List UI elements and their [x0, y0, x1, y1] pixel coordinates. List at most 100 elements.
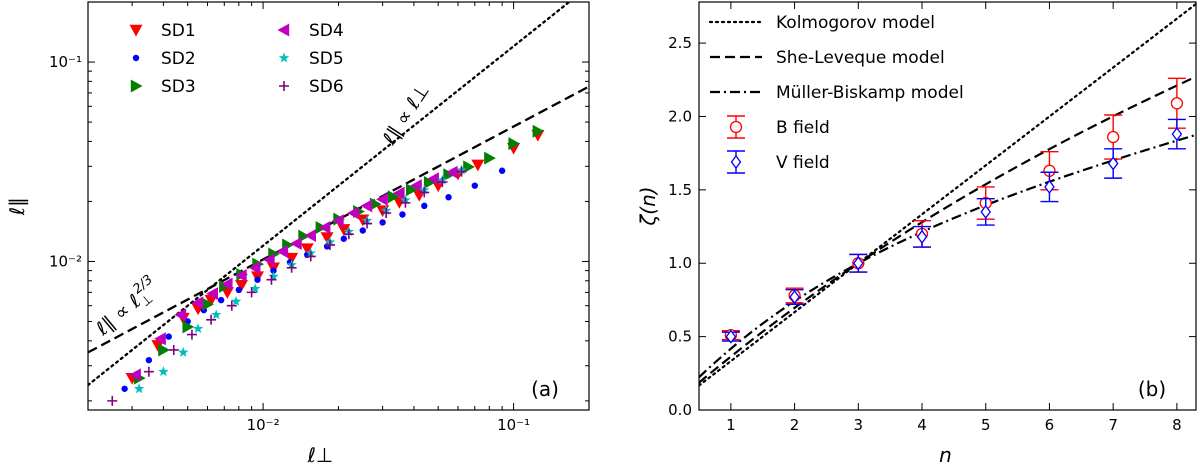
x-tick-label: 5	[981, 416, 991, 434]
point-SD4	[191, 296, 204, 310]
series-SD5	[133, 164, 467, 394]
point-SD6	[305, 251, 316, 262]
point-SD1	[320, 232, 334, 244]
point-SD3	[508, 137, 521, 151]
x-tick-label: 3	[854, 416, 864, 434]
point-SD3	[369, 197, 382, 211]
point-V-field	[725, 329, 737, 344]
point-SD3	[484, 151, 496, 165]
y-tick-label: 2.0	[668, 107, 692, 125]
point-SD6	[325, 239, 336, 250]
series-SD6	[107, 166, 467, 406]
model-curve-dashed	[699, 75, 1196, 384]
plot-frame-a	[87, 1, 590, 411]
point-SD2	[340, 235, 348, 242]
point-SD4	[276, 245, 289, 259]
point-SD3	[423, 175, 436, 189]
y-tick-label: 1.5	[668, 181, 692, 199]
legend-marker-SD6	[279, 81, 289, 91]
point-SD6	[381, 208, 392, 219]
legend-label-dotted: Kolmogorov model	[776, 13, 935, 33]
point-SD6	[456, 166, 467, 177]
point-SD3	[219, 279, 231, 293]
point-SD4	[129, 368, 141, 382]
point-V-field	[916, 229, 928, 244]
point-SD3	[202, 297, 215, 311]
point-SD4	[262, 253, 275, 267]
legend-marker-SD1	[129, 24, 143, 37]
x-tick-label: 4	[917, 416, 927, 434]
y-axis-label: ζ(n)	[636, 186, 660, 226]
series-V-field	[721, 118, 1186, 344]
point-SD6	[226, 300, 237, 311]
point-SD4	[235, 269, 247, 283]
point-B-field	[1107, 130, 1120, 144]
point-V-field	[980, 204, 992, 219]
legend-label-SD1: SD1	[161, 21, 196, 41]
point-SD2	[217, 296, 225, 304]
reference-line-dashed	[88, 85, 589, 354]
point-SD1	[431, 180, 445, 193]
point-SD4	[304, 228, 316, 242]
point-SD3	[443, 168, 456, 182]
legend-label-V-field: V field	[776, 153, 830, 173]
point-SD2	[254, 276, 261, 283]
point-SD1	[356, 214, 370, 227]
series-SD2	[121, 167, 506, 392]
point-SD1	[471, 159, 485, 172]
point-SD4	[220, 277, 233, 291]
point-SD1	[300, 243, 314, 256]
x-tick-label: 10⁻²	[247, 416, 280, 434]
point-SD1	[337, 224, 351, 236]
point-SD4	[410, 179, 422, 193]
point-SD2	[421, 202, 428, 210]
point-SD6	[343, 229, 354, 240]
point-SD4	[290, 237, 302, 251]
point-SD5	[211, 309, 222, 320]
point-SD1	[285, 252, 299, 265]
point-SD6	[186, 329, 197, 340]
series-SD3	[133, 124, 545, 385]
panel-a-scatter-plot: 10⁻² 10⁻¹10⁻²10⁻¹ℓ⊥ℓ∥ℓ∥ ∝ ℓ⊥ℓ∥ ∝ ℓ⊥2/3SD1…	[5, 1, 590, 467]
point-SD4	[154, 332, 166, 346]
legend-label-SD4: SD4	[309, 21, 344, 41]
point-SD5	[133, 383, 145, 394]
series-SD4	[129, 165, 458, 382]
point-SD1	[235, 280, 249, 292]
point-SD2	[445, 194, 452, 201]
point-SD5	[268, 271, 279, 282]
series-SD1	[125, 129, 545, 385]
y-tick-label: 0.0	[668, 401, 692, 419]
point-SD5	[158, 366, 169, 377]
point-SD5	[178, 346, 189, 357]
point-SD6	[419, 187, 430, 198]
point-SD2	[270, 267, 277, 274]
point-V-field	[789, 289, 800, 305]
point-SD5	[192, 323, 204, 334]
legend-marker-SD2	[132, 54, 140, 62]
legend-marker-SD5	[278, 52, 290, 63]
y-tick-label: 10⁻¹	[49, 53, 82, 71]
legend-marker-B-field	[729, 120, 743, 134]
legend-marker-SD3	[130, 79, 143, 93]
point-SD6	[143, 366, 154, 377]
point-SD3	[405, 183, 418, 197]
y-tick-label: 10⁻²	[49, 252, 82, 270]
point-V-field	[852, 256, 864, 271]
point-SD2	[235, 286, 243, 294]
y-axis-label: ℓ∥	[5, 197, 29, 216]
point-SD6	[246, 287, 257, 298]
legend-label-dashed: She-Leveque model	[776, 48, 945, 68]
y-tick-label: 2.5	[668, 34, 692, 52]
panel-label-b: (b)	[1138, 377, 1166, 401]
point-SD6	[400, 197, 411, 208]
point-SD5	[230, 295, 242, 306]
legend-label-SD5: SD5	[309, 49, 344, 69]
point-SD2	[379, 219, 386, 226]
point-SD4	[347, 206, 359, 220]
point-SD2	[165, 333, 172, 340]
legend-label-SD2: SD2	[161, 49, 196, 69]
x-tick-label: 10⁻¹	[497, 416, 530, 434]
x-axis-label: ℓ⊥	[307, 443, 334, 467]
